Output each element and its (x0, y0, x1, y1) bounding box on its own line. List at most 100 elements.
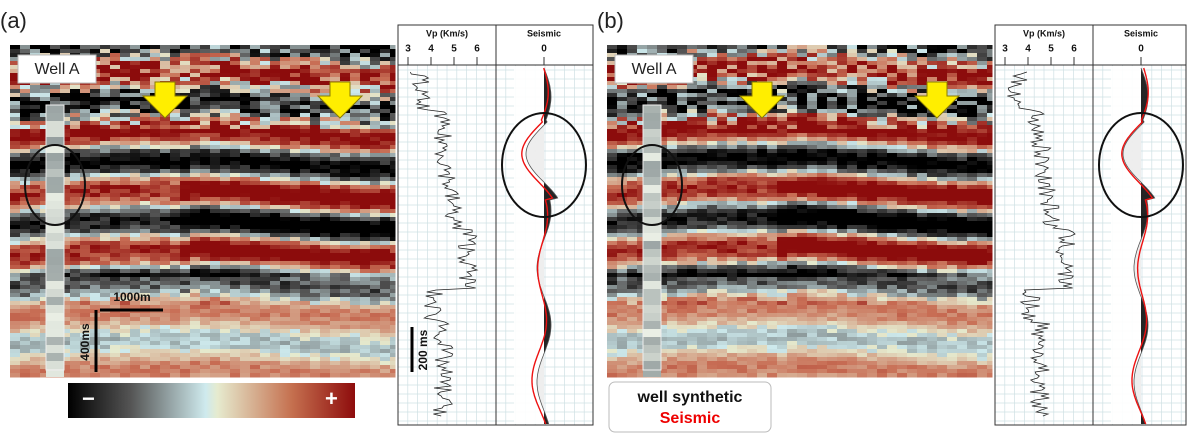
seismic-cell (130, 361, 141, 366)
seismic-cell (627, 193, 638, 198)
seismic-cell (230, 61, 241, 66)
seismic-cell (220, 361, 231, 366)
seismic-cell (867, 77, 878, 82)
seismic-cell (340, 293, 351, 298)
seismic-cell (977, 49, 988, 54)
seismic-cell (250, 313, 261, 318)
seismic-cell (160, 205, 171, 210)
seismic-cell (977, 189, 988, 194)
seismic-cell (320, 53, 331, 58)
seismic-cell (190, 113, 201, 118)
seismic-cell (340, 61, 351, 66)
seismic-cell (180, 209, 191, 214)
seismic-cell (260, 249, 271, 254)
seismic-cell (607, 129, 618, 134)
seismic-cell (130, 373, 141, 378)
seismic-cell (340, 297, 351, 302)
seismic-cell (280, 337, 291, 342)
seismic-cell (907, 89, 918, 94)
vp-tick: 4 (428, 44, 434, 55)
seismic-cell (390, 165, 396, 170)
seismic-cell (160, 333, 171, 338)
seismic-cell (817, 97, 828, 102)
seismic-cell (787, 157, 798, 162)
seismic-cell (150, 121, 161, 126)
seismic-cell (667, 105, 678, 110)
seismic-cell (170, 69, 181, 74)
seismic-cell (250, 173, 261, 178)
seismic-cell (250, 269, 261, 274)
seismic-cell (280, 317, 291, 322)
seismic-cell (897, 133, 908, 138)
seismic-cell (380, 105, 391, 110)
seismic-cell (737, 137, 748, 142)
seismic-cell (30, 305, 41, 310)
seismic-cell (110, 313, 121, 318)
seismic-cell (180, 301, 191, 306)
seismic-cell (667, 189, 678, 194)
seismic-cell (897, 57, 908, 62)
seismic-cell (817, 201, 828, 206)
seismic-cell (270, 73, 281, 78)
seismic-cell (170, 141, 181, 146)
seismic-cell (150, 225, 161, 230)
seismic-cell (270, 345, 281, 350)
seismic-cell (617, 157, 628, 162)
seismic-cell (817, 129, 828, 134)
seismic-cell (607, 209, 618, 214)
seismic-cell (180, 125, 191, 130)
seismic-cell (20, 317, 31, 322)
seismic-cell (380, 201, 391, 206)
seismic-cell (947, 125, 958, 130)
seismic-cell (390, 197, 396, 202)
seismic-cell (10, 89, 21, 94)
seismic-cell (390, 249, 396, 254)
seismic-cell (130, 89, 141, 94)
seismic-cell (757, 125, 768, 130)
seismic-cell (290, 229, 301, 234)
seismic-cell (967, 101, 978, 106)
seismic-cell (977, 161, 988, 166)
seismic-cell (160, 337, 171, 342)
seismic-cell (280, 113, 291, 118)
seismic-cell (727, 77, 738, 82)
seismic-cell (827, 177, 838, 182)
seismic-cell (210, 149, 221, 154)
seismic-cell (190, 233, 201, 238)
seismic-cell (937, 121, 948, 126)
seismic-cell (260, 297, 271, 302)
seismic-cell (280, 61, 291, 66)
seismic-cell (310, 253, 321, 258)
seismic-cell (150, 73, 161, 78)
seismic-cell (310, 293, 321, 298)
seismic-cell (797, 185, 808, 190)
seismic-cell (100, 109, 111, 114)
seismic-cell (110, 261, 121, 266)
seismic-cell (310, 165, 321, 170)
seismic-cell (967, 85, 978, 90)
seismic-cell (687, 105, 698, 110)
seismic-cell (200, 337, 211, 342)
seismic-cell (180, 269, 191, 274)
seismic-cell (967, 185, 978, 190)
seismic-cell (957, 89, 968, 94)
seismic-cell (350, 113, 361, 118)
seismic-cell (240, 245, 251, 250)
seismic-cell (350, 49, 361, 54)
seismic-cell (250, 161, 261, 166)
seismic-cell (170, 149, 181, 154)
seismic-cell (380, 133, 391, 138)
seismic-cell (180, 317, 191, 322)
seismic-cell (230, 229, 241, 234)
seismic-cell (100, 45, 111, 50)
seismic-cell (10, 193, 21, 198)
seismic-cell (150, 357, 161, 362)
seismic-cell (30, 113, 41, 118)
seismic-cell (847, 181, 858, 186)
seismic-cell (897, 137, 908, 142)
seismic-cell (230, 149, 241, 154)
seismic-cell (390, 361, 396, 366)
seismic-cell (110, 117, 121, 122)
seismic-cell (90, 137, 101, 142)
seismic-cell (717, 153, 728, 158)
